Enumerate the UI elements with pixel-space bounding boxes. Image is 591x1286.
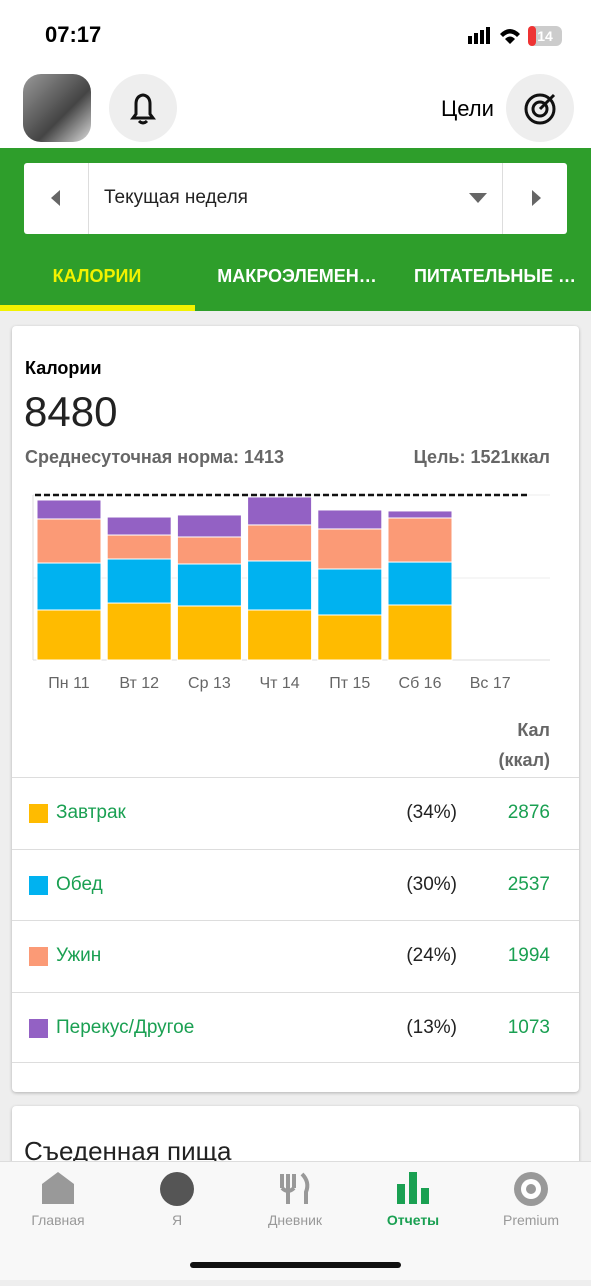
bar-segment (36, 562, 102, 611)
tab[interactable]: МАКРОЭЛЕМЕН… (217, 266, 377, 286)
swatch (29, 804, 48, 823)
row-value: 2876 (507, 802, 550, 823)
bar-segment (387, 604, 453, 661)
row-percent: (24%) (406, 945, 457, 966)
chart: Пн 11 Вт 12 Ср 13 Чт 14 Пт 15 Сб 16 Вс 17 (32, 493, 550, 692)
bar-segment (36, 499, 102, 520)
row-value: 1073 (507, 1016, 550, 1038)
bar-segment (247, 609, 313, 661)
nav-item[interactable]: Главная (31, 1212, 85, 1228)
row-name: Обед (56, 873, 103, 895)
table-end (12, 1062, 579, 1063)
goal-label: Цель: 1521ккал (413, 447, 550, 467)
tab-indicator (0, 305, 195, 311)
bar-segment (106, 534, 172, 560)
goals-label[interactable]: Цели (441, 96, 494, 121)
legend-row[interactable]: Перекус/Другое (13%) 1073 (12, 991, 579, 1063)
bar-segment (317, 509, 383, 530)
tab[interactable]: ПИТАТЕЛЬНЫЕ … (413, 266, 577, 286)
row-value: 2537 (507, 873, 550, 895)
x-tick-label: Пт 15 (329, 675, 370, 692)
swatch (29, 1018, 48, 1038)
bar-segment (247, 524, 313, 562)
swatch (29, 875, 48, 895)
period-selector[interactable]: Текущая неделя (24, 163, 567, 234)
swatch (29, 947, 48, 966)
bar-segment (247, 560, 313, 611)
time: 07:17 (45, 22, 102, 47)
bar-segment (317, 528, 383, 570)
avatar[interactable] (23, 74, 91, 142)
legend-row[interactable]: Ужин (24%) 1994 (12, 920, 579, 991)
nav-item[interactable]: Дневник (267, 1212, 323, 1228)
bar-segment (106, 602, 172, 661)
header-line: (ккал) (498, 750, 550, 770)
battery: 14 (537, 28, 553, 44)
nav-item[interactable]: Premium (502, 1212, 559, 1228)
nav-item[interactable]: Я (171, 1212, 183, 1228)
bar-segment (317, 568, 383, 616)
home-indicator (190, 1262, 401, 1268)
daily-average: Среднесуточная норма: 1413 (25, 447, 285, 467)
x-tick-label: Ср 13 (188, 675, 231, 692)
bar-segment (36, 609, 102, 661)
goals-button[interactable] (506, 74, 574, 142)
total-calories: 8480 (24, 388, 118, 435)
bar-segment (176, 514, 242, 538)
bar-segment (106, 558, 172, 604)
legend-row[interactable]: Завтрак (34%) 2876 (12, 777, 579, 848)
x-tick-label: Вс 17 (470, 675, 511, 692)
header-line: Кал (517, 720, 550, 740)
bar-segment (176, 536, 242, 565)
card-title: Калории (25, 358, 102, 378)
row-name: Ужин (56, 945, 102, 966)
row-name: Завтрак (56, 802, 126, 823)
bar-segment (247, 496, 313, 526)
table-header: Кал (ккал) (499, 715, 550, 775)
tab[interactable]: КАЛОРИИ (52, 266, 142, 286)
legend-row[interactable]: Обед (30%) 2537 (12, 848, 579, 920)
bar-segment (106, 516, 172, 536)
status-icons: 14 (468, 26, 562, 46)
row-percent: (30%) (406, 873, 457, 895)
row-percent: (34%) (406, 802, 457, 823)
x-tick-label: Сб 16 (399, 675, 442, 692)
bar-segment (387, 517, 453, 563)
row-value: 1994 (507, 945, 550, 966)
nav-item[interactable]: Отчеты (386, 1212, 440, 1228)
bar-segment (176, 605, 242, 661)
bar-segment (317, 614, 383, 661)
bar-segment (36, 518, 102, 564)
row-name: Перекус/Другое (56, 1016, 195, 1038)
top-area (0, 0, 591, 148)
bottom-nav (0, 1161, 591, 1280)
bar-segment (387, 561, 453, 606)
x-tick-label: Вт 12 (119, 675, 159, 692)
row-percent: (13%) (406, 1016, 457, 1038)
x-tick-label: Пн 11 (48, 675, 89, 692)
bar-segment (387, 510, 453, 519)
notifications-button[interactable] (109, 74, 177, 142)
bar-segment (176, 563, 242, 607)
period-label: Текущая неделя (104, 187, 248, 208)
x-tick-label: Чт 14 (259, 675, 299, 692)
